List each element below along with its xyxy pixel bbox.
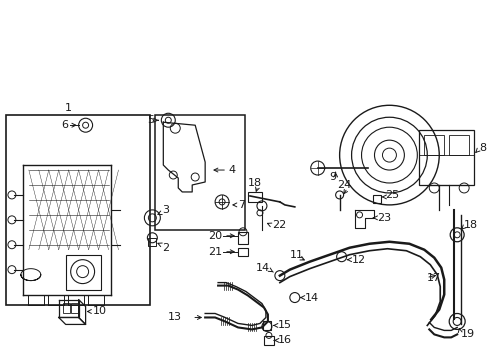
Text: 12: 12 (352, 255, 366, 265)
Bar (424, 135, 444, 155)
Text: 4: 4 (228, 165, 235, 175)
Bar (238, 248, 248, 256)
Text: 7: 7 (238, 200, 245, 210)
Text: 15: 15 (278, 320, 292, 330)
Bar (155, 115, 245, 230)
Bar (66, 255, 100, 289)
Text: 14: 14 (256, 263, 270, 273)
Text: 5: 5 (147, 115, 154, 125)
Bar (6, 115, 150, 305)
Text: 22: 22 (272, 220, 286, 230)
Bar (238, 232, 248, 244)
Bar (449, 135, 469, 155)
Text: 9: 9 (329, 172, 336, 182)
Text: 6: 6 (62, 120, 69, 130)
Bar (372, 195, 382, 203)
Text: 2: 2 (162, 243, 170, 253)
Text: 8: 8 (479, 143, 486, 153)
Bar (148, 238, 156, 246)
Text: 25: 25 (386, 190, 399, 200)
Bar (263, 321, 271, 330)
Text: 1: 1 (65, 103, 72, 113)
Text: 18: 18 (464, 220, 478, 230)
Text: 3: 3 (162, 205, 170, 215)
Text: 14: 14 (305, 293, 319, 302)
Text: 18: 18 (248, 178, 262, 188)
Text: 13: 13 (168, 312, 182, 323)
Text: 17: 17 (427, 273, 441, 283)
Text: 23: 23 (377, 213, 392, 223)
Text: 19: 19 (461, 329, 475, 339)
Text: 10: 10 (93, 306, 107, 316)
Bar (71, 302, 77, 314)
Text: 16: 16 (278, 336, 292, 345)
Text: 21: 21 (208, 247, 222, 257)
Bar (63, 302, 70, 314)
Bar (264, 336, 274, 345)
Text: 11: 11 (290, 250, 304, 260)
Text: 20: 20 (208, 231, 222, 241)
Bar (419, 130, 474, 185)
Bar (248, 192, 262, 202)
Text: 24: 24 (338, 180, 352, 190)
